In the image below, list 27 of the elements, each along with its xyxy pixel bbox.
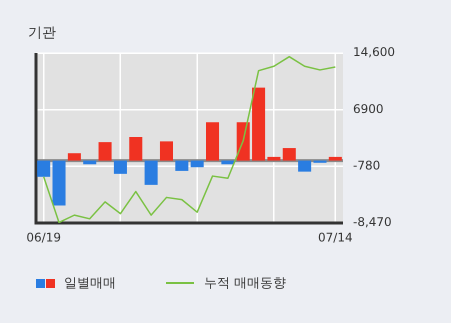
bar xyxy=(129,137,142,161)
bar xyxy=(37,160,50,177)
y-tick-label: -780 xyxy=(353,158,380,172)
bar xyxy=(52,160,66,206)
legend-label: 누적 매매동향 xyxy=(204,275,286,292)
x-tick-label: 07/14 xyxy=(318,230,353,244)
y-tick-label: -8,470 xyxy=(353,215,392,230)
bar xyxy=(298,160,312,172)
bar xyxy=(206,122,220,161)
bar xyxy=(68,153,81,161)
bar xyxy=(175,160,188,171)
bar xyxy=(282,148,296,161)
bar xyxy=(221,160,234,164)
bar xyxy=(252,88,266,161)
bar xyxy=(98,142,112,161)
bar xyxy=(144,160,158,185)
chart-title: 기관 xyxy=(28,24,56,42)
y-tick-label: 6900 xyxy=(353,102,384,116)
bar xyxy=(160,141,173,161)
bar xyxy=(114,160,127,174)
legend-label: 일별매매 xyxy=(64,275,116,292)
bar xyxy=(328,156,342,161)
y-tick-label: 14,600 xyxy=(353,45,395,60)
bar xyxy=(190,160,204,168)
bar xyxy=(267,156,280,161)
x-tick-label: 06/19 xyxy=(26,230,61,244)
bar xyxy=(83,160,96,164)
